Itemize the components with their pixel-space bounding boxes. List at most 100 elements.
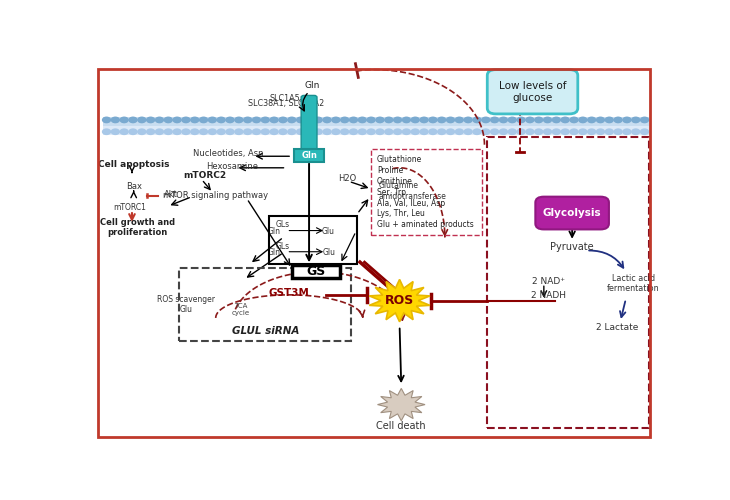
- Circle shape: [120, 129, 128, 134]
- Circle shape: [314, 117, 322, 122]
- Bar: [269, 216, 357, 264]
- Text: Bax: Bax: [126, 182, 142, 191]
- Text: GLs: GLs: [275, 242, 290, 251]
- Circle shape: [155, 117, 164, 122]
- Text: GLs: GLs: [275, 220, 290, 230]
- Circle shape: [164, 117, 172, 122]
- Circle shape: [641, 117, 648, 122]
- Circle shape: [296, 117, 304, 122]
- Circle shape: [447, 117, 455, 122]
- Circle shape: [244, 117, 252, 122]
- Bar: [179, 268, 351, 341]
- Circle shape: [456, 117, 464, 122]
- Circle shape: [173, 117, 181, 122]
- Circle shape: [296, 129, 304, 134]
- Text: Nucleotides, Asn: Nucleotides, Asn: [193, 150, 264, 158]
- Circle shape: [447, 129, 455, 134]
- Circle shape: [579, 129, 587, 134]
- Circle shape: [393, 129, 402, 134]
- Circle shape: [279, 129, 287, 134]
- Circle shape: [261, 117, 269, 122]
- Circle shape: [350, 117, 358, 122]
- Circle shape: [641, 129, 648, 134]
- Text: Hexosamine: Hexosamine: [206, 162, 258, 171]
- Circle shape: [579, 117, 587, 122]
- Circle shape: [332, 117, 339, 122]
- Circle shape: [429, 117, 437, 122]
- Circle shape: [253, 117, 261, 122]
- Text: H2O: H2O: [338, 174, 356, 182]
- Circle shape: [491, 117, 499, 122]
- Circle shape: [244, 129, 252, 134]
- FancyBboxPatch shape: [488, 70, 578, 114]
- Text: Glu: Glu: [321, 227, 334, 236]
- Circle shape: [588, 129, 596, 134]
- Circle shape: [208, 129, 216, 134]
- Text: 2 Lactate: 2 Lactate: [596, 323, 639, 332]
- Text: ROS: ROS: [385, 294, 414, 307]
- Text: Glutathione: Glutathione: [377, 156, 422, 164]
- Circle shape: [199, 129, 207, 134]
- Circle shape: [305, 117, 313, 122]
- Circle shape: [402, 117, 410, 122]
- Circle shape: [517, 117, 525, 122]
- Circle shape: [288, 117, 296, 122]
- Circle shape: [261, 129, 269, 134]
- Circle shape: [570, 117, 578, 122]
- Circle shape: [305, 129, 313, 134]
- Circle shape: [191, 117, 199, 122]
- Bar: [102, 126, 648, 135]
- Circle shape: [358, 117, 366, 122]
- Bar: [292, 265, 340, 278]
- Circle shape: [553, 117, 561, 122]
- Bar: [372, 148, 482, 235]
- Circle shape: [438, 117, 445, 122]
- Circle shape: [570, 129, 578, 134]
- Circle shape: [129, 129, 137, 134]
- Circle shape: [411, 117, 419, 122]
- FancyBboxPatch shape: [301, 96, 317, 161]
- Circle shape: [535, 129, 542, 134]
- Text: TCA: TCA: [234, 304, 248, 310]
- Circle shape: [482, 117, 490, 122]
- Text: Glu + aminated products: Glu + aminated products: [377, 220, 474, 229]
- Circle shape: [553, 129, 561, 134]
- Text: Ornithine: Ornithine: [377, 177, 413, 186]
- Circle shape: [508, 117, 516, 122]
- Circle shape: [367, 129, 375, 134]
- Text: SLC38A1, SLC38A2: SLC38A1, SLC38A2: [248, 100, 325, 108]
- Circle shape: [482, 129, 490, 134]
- Circle shape: [112, 117, 119, 122]
- Polygon shape: [377, 388, 425, 420]
- Circle shape: [147, 117, 155, 122]
- Circle shape: [561, 129, 569, 134]
- Text: 2 NADH: 2 NADH: [531, 291, 566, 300]
- Text: Ser, Trp: Ser, Trp: [377, 188, 406, 197]
- Circle shape: [341, 117, 349, 122]
- Circle shape: [631, 117, 639, 122]
- Circle shape: [588, 117, 596, 122]
- Circle shape: [235, 129, 243, 134]
- Circle shape: [226, 129, 234, 134]
- Circle shape: [341, 129, 349, 134]
- Circle shape: [473, 129, 481, 134]
- Circle shape: [102, 129, 110, 134]
- Circle shape: [323, 117, 331, 122]
- Circle shape: [402, 129, 410, 134]
- Text: SLC1A5,: SLC1A5,: [270, 94, 303, 102]
- Circle shape: [235, 117, 243, 122]
- Circle shape: [517, 129, 525, 134]
- Circle shape: [614, 117, 622, 122]
- Text: Cell growth and
proliferation: Cell growth and proliferation: [100, 218, 175, 237]
- Text: 2 NAD⁺: 2 NAD⁺: [532, 277, 565, 286]
- Polygon shape: [369, 280, 430, 322]
- Circle shape: [456, 129, 464, 134]
- Circle shape: [208, 117, 216, 122]
- Circle shape: [350, 129, 358, 134]
- Circle shape: [218, 117, 225, 122]
- Circle shape: [147, 129, 155, 134]
- Text: ROS scavenger
Glu: ROS scavenger Glu: [157, 295, 215, 314]
- Circle shape: [508, 129, 516, 134]
- Text: Cell apoptosis: Cell apoptosis: [98, 160, 169, 169]
- Circle shape: [279, 117, 287, 122]
